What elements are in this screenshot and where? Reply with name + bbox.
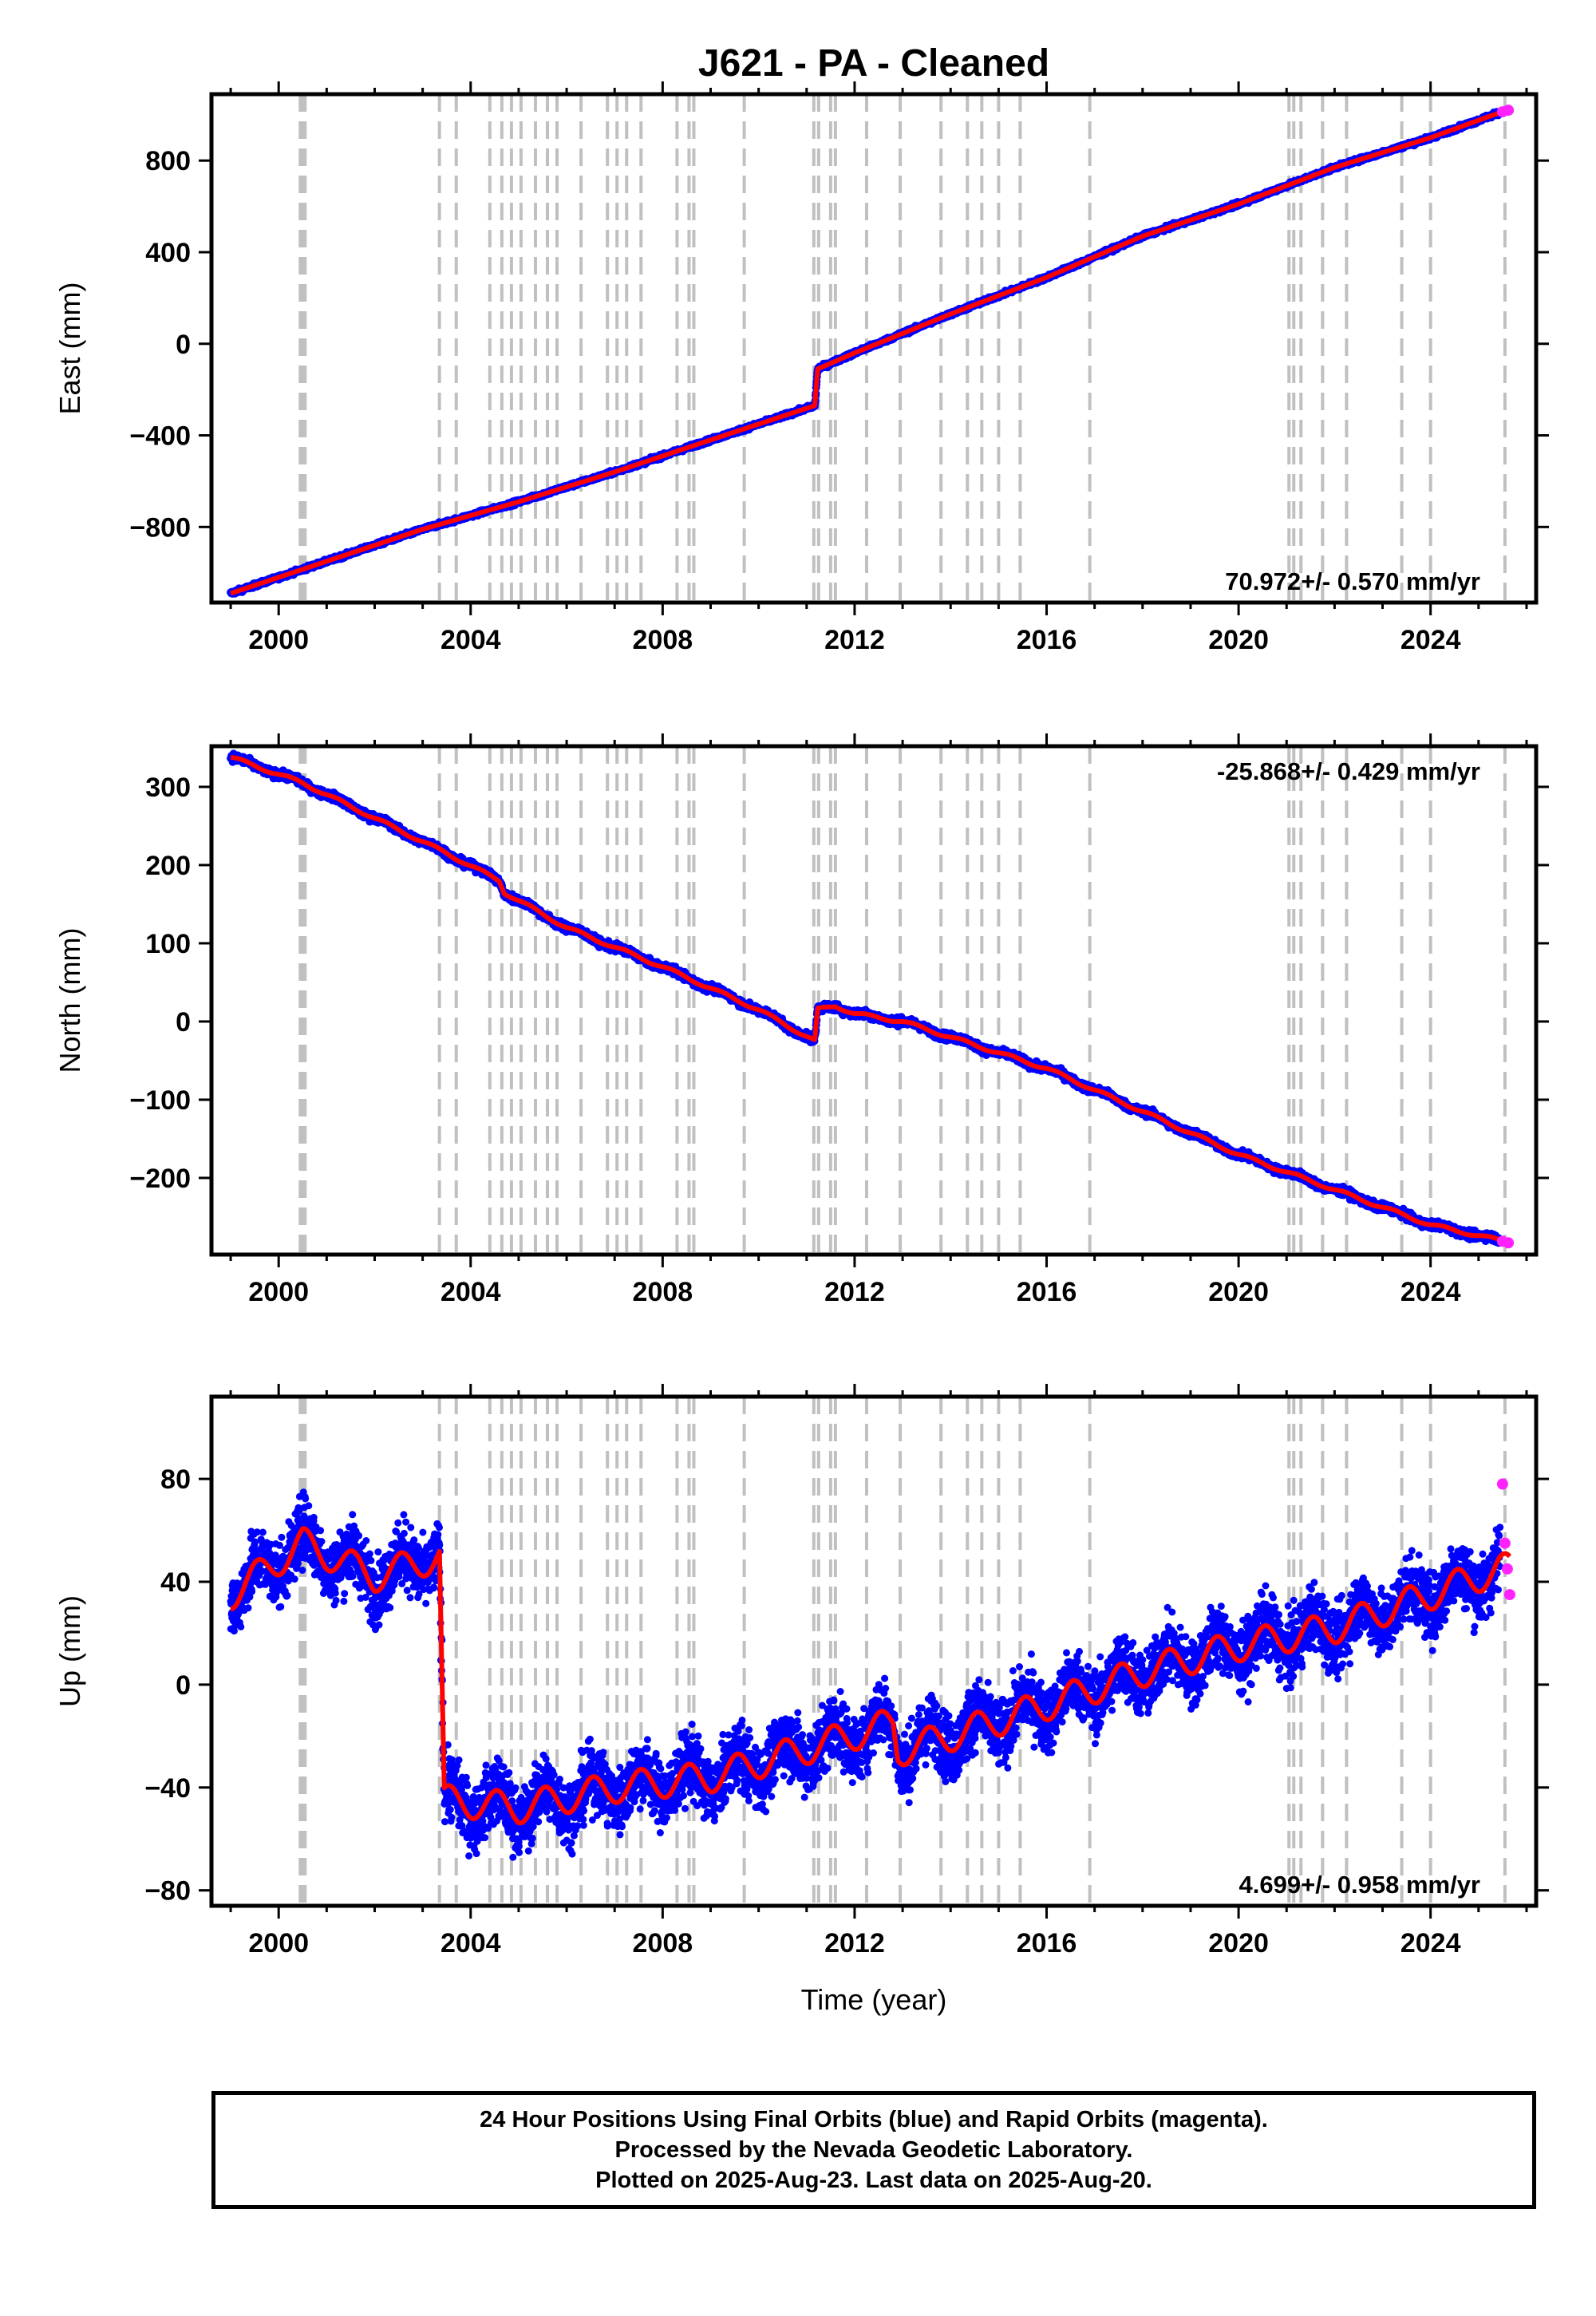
y-tick-label: 800 bbox=[145, 146, 191, 176]
x-tick-label: 2024 bbox=[1400, 625, 1461, 655]
x-tick-label: 2020 bbox=[1208, 625, 1269, 655]
x-tick-label: 2000 bbox=[248, 625, 309, 655]
x-tick-label: 2004 bbox=[440, 625, 501, 655]
panel-plot-area bbox=[227, 94, 1515, 603]
east-panel: 2000 2004 2008 2012 2016 2020 2024 −800 −400 0 400… bbox=[53, 81, 1549, 655]
y-tick-label: 0 bbox=[176, 330, 191, 360]
x-tick-label: 2008 bbox=[633, 625, 693, 655]
x-tick-label: 2016 bbox=[1017, 625, 1077, 655]
y-tick-label: −800 bbox=[129, 512, 191, 543]
data-point-rapid bbox=[1503, 105, 1515, 117]
y-tick-label: −400 bbox=[129, 421, 191, 452]
figure-title: J621 - PA - Cleaned bbox=[698, 42, 1049, 85]
velocity-rate-label: 70.972+/- 0.570 mm/yr bbox=[1225, 567, 1480, 595]
x-tick-label: 2012 bbox=[824, 625, 885, 655]
y-tick-label: 400 bbox=[145, 238, 191, 268]
y-axis-label: East (mm) bbox=[53, 283, 86, 415]
